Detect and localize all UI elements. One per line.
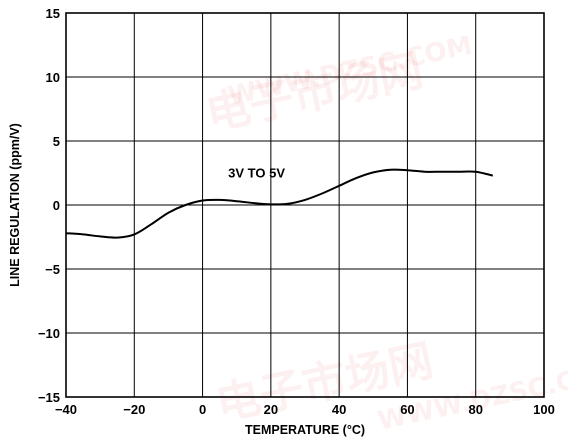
- x-tick-label: 60: [400, 402, 414, 417]
- x-tick-label: 100: [533, 402, 555, 417]
- y-tick-label: 10: [46, 70, 60, 85]
- x-axis-label: TEMPERATURE (°C): [245, 423, 365, 437]
- y-tick-label: −5: [45, 262, 60, 277]
- y-tick-label: −10: [38, 326, 60, 341]
- y-tick-label: 15: [46, 6, 60, 21]
- x-tick-label: 20: [264, 402, 278, 417]
- y-axis-label: LINE REGULATION (ppm/V): [8, 123, 22, 287]
- x-tick-label: −40: [55, 402, 77, 417]
- x-tick-label: 80: [468, 402, 482, 417]
- watermark: 电子市场网 WWW.DZSC.COM 电子市场网 WWW.DZSC.COM: [202, 31, 568, 437]
- plot-frame: [65, 12, 545, 398]
- series-annotation: 3V TO 5V: [228, 165, 285, 180]
- y-tick-labels: 15 10 5 0 −5 −10 −15: [38, 6, 60, 405]
- y-tick-label: 5: [53, 134, 60, 149]
- y-tick-label: −15: [38, 390, 60, 405]
- x-tick-labels: −40 −20 0 20 40 60 80 100: [55, 402, 555, 417]
- y-tick-label: 0: [53, 198, 60, 213]
- x-tick-label: −20: [123, 402, 145, 417]
- series-line: [65, 168, 494, 239]
- x-tick-label: 40: [332, 402, 346, 417]
- x-tick-label: 0: [199, 402, 206, 417]
